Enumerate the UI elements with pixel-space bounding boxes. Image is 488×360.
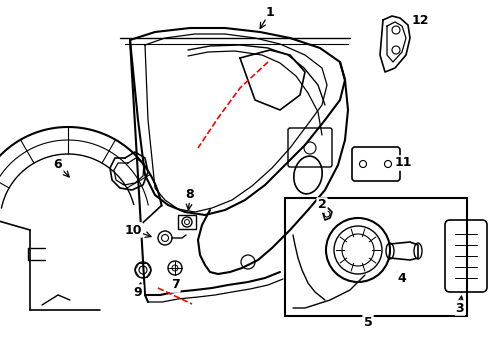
Text: 4: 4 [397, 271, 406, 284]
Text: 6: 6 [54, 158, 62, 171]
Text: 3: 3 [455, 302, 464, 315]
Text: 12: 12 [410, 13, 428, 27]
Text: 2: 2 [317, 198, 325, 211]
Text: 11: 11 [393, 157, 411, 170]
Text: 7: 7 [170, 279, 179, 292]
Text: 5: 5 [363, 315, 372, 328]
Text: 8: 8 [185, 189, 194, 202]
Text: 1: 1 [265, 5, 274, 18]
Bar [285, 198, 466, 316]
Text: 10: 10 [124, 224, 142, 237]
Text: 9: 9 [133, 285, 142, 298]
Bar [178, 215, 196, 229]
